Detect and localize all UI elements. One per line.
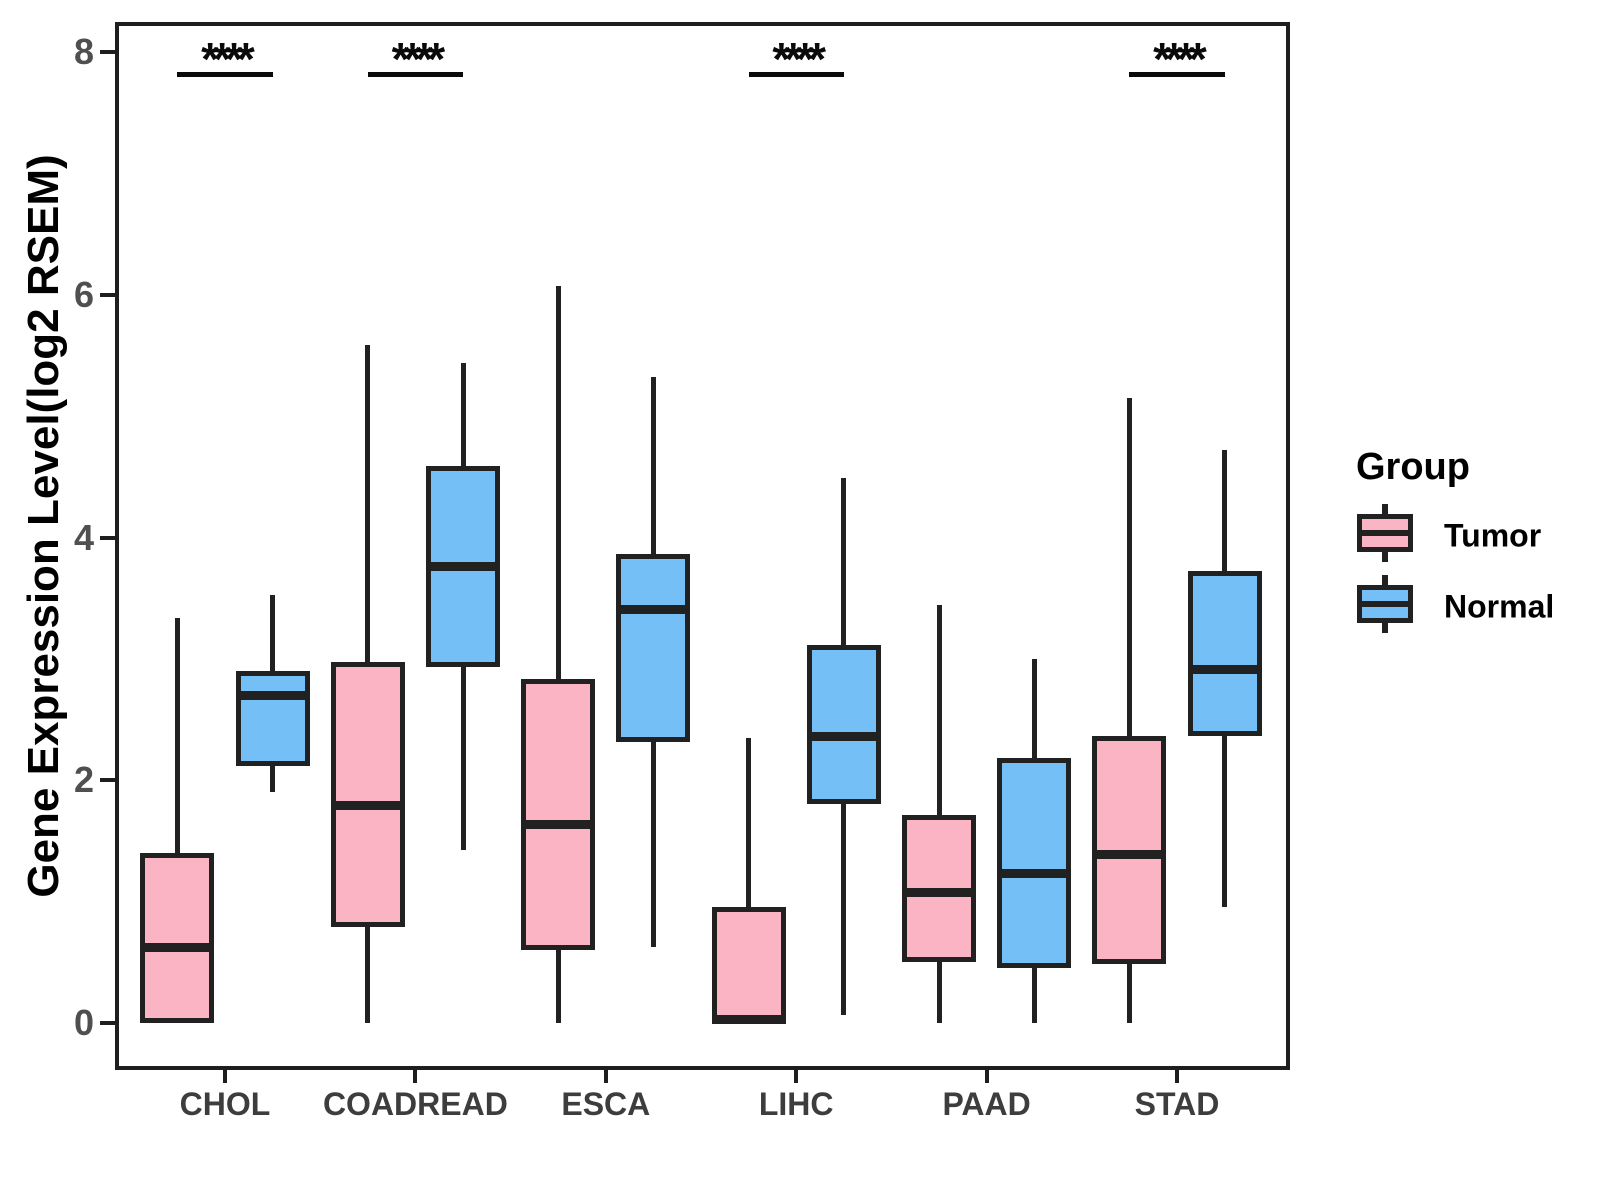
median-tumor-LIHC: [711, 1014, 786, 1024]
whisker-upper-normal-COADREAD: [460, 362, 466, 466]
whisker-upper-normal-CHOL: [270, 594, 276, 671]
box-normal-LIHC: [806, 645, 881, 805]
legend-key-median: [1357, 530, 1413, 536]
y-tick-mark-0: [100, 1020, 115, 1025]
y-tick-label-0: 0: [73, 1001, 94, 1043]
x-axis-label-COADREAD: COADREAD: [322, 1086, 508, 1122]
legend-entry-tumor: Tumor: [1356, 504, 1590, 568]
legend-key-box: [1357, 514, 1413, 552]
y-tick-label-8: 8: [73, 31, 94, 73]
x-tick-mark-PAAD: [984, 1070, 989, 1083]
legend-entry-normal: Normal: [1356, 575, 1590, 639]
whisker-upper-normal-LIHC: [841, 478, 847, 646]
x-tick-mark-CHOL: [223, 1070, 227, 1083]
legend: Group Tumor Normal: [1330, 440, 1590, 670]
whisker-upper-normal-PAAD: [1031, 658, 1037, 759]
y-tick-label-2: 2: [73, 759, 94, 801]
whisker-upper-tumor-STAD: [1126, 398, 1132, 737]
box-tumor-STAD: [1092, 736, 1167, 965]
box-tumor-CHOL: [140, 852, 215, 1023]
x-axis-label-PAAD: PAAD: [942, 1086, 1031, 1122]
whisker-lower-tumor-PAAD: [936, 962, 942, 1023]
x-axis-label-LIHC: LIHC: [758, 1086, 834, 1122]
legend-key-median: [1357, 601, 1413, 607]
whisker-upper-tumor-COADREAD: [365, 344, 371, 663]
legend-label-normal: Normal: [1444, 588, 1555, 625]
median-normal-LIHC: [806, 731, 881, 741]
legend-key-whisker-top: [1382, 504, 1388, 514]
median-normal-CHOL: [235, 690, 310, 700]
whisker-lower-normal-LIHC: [841, 804, 847, 1016]
box-tumor-LIHC: [711, 907, 786, 1024]
whisker-lower-tumor-ESCA: [555, 949, 561, 1023]
y-tick-mark-4: [100, 535, 115, 540]
median-tumor-ESCA: [521, 820, 596, 830]
whisker-lower-normal-PAAD: [1031, 968, 1037, 1023]
sig-bar-COADREAD: [367, 71, 463, 77]
plot-panel: **** **** **** ****: [115, 22, 1290, 1070]
median-tumor-PAAD: [902, 888, 976, 898]
x-tick-mark-ESCA: [603, 1070, 608, 1083]
sig-bar-LIHC: [748, 71, 844, 77]
median-tumor-STAD: [1092, 849, 1167, 859]
whisker-lower-tumor-COADREAD: [365, 926, 371, 1023]
box-normal-ESCA: [616, 554, 691, 743]
box-normal-STAD: [1187, 571, 1262, 737]
box-normal-CHOL: [235, 670, 310, 766]
legend-key-whisker-bottom: [1382, 552, 1388, 562]
y-tick-mark-2: [100, 778, 115, 783]
x-tick-mark-COADREAD: [413, 1070, 418, 1083]
whisker-lower-normal-COADREAD: [460, 667, 466, 851]
x-axis-label-ESCA: ESCA: [561, 1086, 651, 1122]
box-tumor-COADREAD: [330, 662, 405, 927]
legend-key-whisker-bottom: [1382, 623, 1388, 633]
box-tumor-PAAD: [902, 815, 976, 963]
legend-label-tumor: Tumor: [1444, 517, 1542, 554]
whisker-lower-normal-ESCA: [650, 742, 656, 948]
y-tick-label-6: 6: [73, 273, 94, 315]
box-tumor-ESCA: [521, 679, 596, 950]
legend-key-normal-boxplot-icon: [1356, 575, 1414, 639]
sig-stars-CHOL: ****: [201, 33, 255, 85]
whisker-upper-normal-STAD: [1222, 450, 1228, 572]
whisker-lower-tumor-STAD: [1126, 964, 1132, 1023]
box-normal-PAAD: [997, 758, 1072, 969]
x-axis-label-CHOL: CHOL: [179, 1086, 271, 1122]
whisker-lower-normal-CHOL: [270, 765, 276, 793]
whisker-upper-tumor-CHOL: [174, 617, 180, 853]
median-tumor-COADREAD: [330, 801, 405, 811]
y-tick-label-4: 4: [73, 516, 94, 558]
box-normal-COADREAD: [426, 465, 500, 668]
legend-key-tumor-boxplot-icon: [1356, 504, 1414, 568]
sig-stars-LIHC: ****: [772, 33, 826, 85]
legend-title: Group: [1356, 446, 1470, 488]
legend-key-box: [1357, 585, 1413, 623]
x-tick-mark-LIHC: [794, 1070, 799, 1083]
y-tick-mark-8: [100, 50, 115, 55]
median-normal-STAD: [1187, 665, 1262, 675]
sig-bar-STAD: [1129, 71, 1225, 77]
whisker-upper-tumor-LIHC: [746, 737, 752, 908]
median-normal-PAAD: [997, 869, 1072, 878]
whisker-lower-normal-STAD: [1222, 736, 1228, 908]
whisker-upper-tumor-ESCA: [555, 286, 561, 680]
sig-stars-COADREAD: ****: [391, 33, 446, 85]
whisker-upper-normal-ESCA: [650, 377, 656, 555]
legend-key-whisker-top: [1382, 575, 1388, 585]
whisker-upper-tumor-PAAD: [936, 605, 942, 816]
median-normal-COADREAD: [426, 562, 500, 572]
x-axis-label-STAD: STAD: [1134, 1086, 1220, 1122]
y-tick-mark-6: [100, 292, 115, 297]
sig-bar-CHOL: [177, 71, 273, 77]
x-tick-mark-STAD: [1175, 1070, 1179, 1083]
median-normal-ESCA: [616, 604, 691, 614]
median-tumor-CHOL: [140, 942, 215, 952]
sig-stars-STAD: ****: [1153, 33, 1207, 85]
